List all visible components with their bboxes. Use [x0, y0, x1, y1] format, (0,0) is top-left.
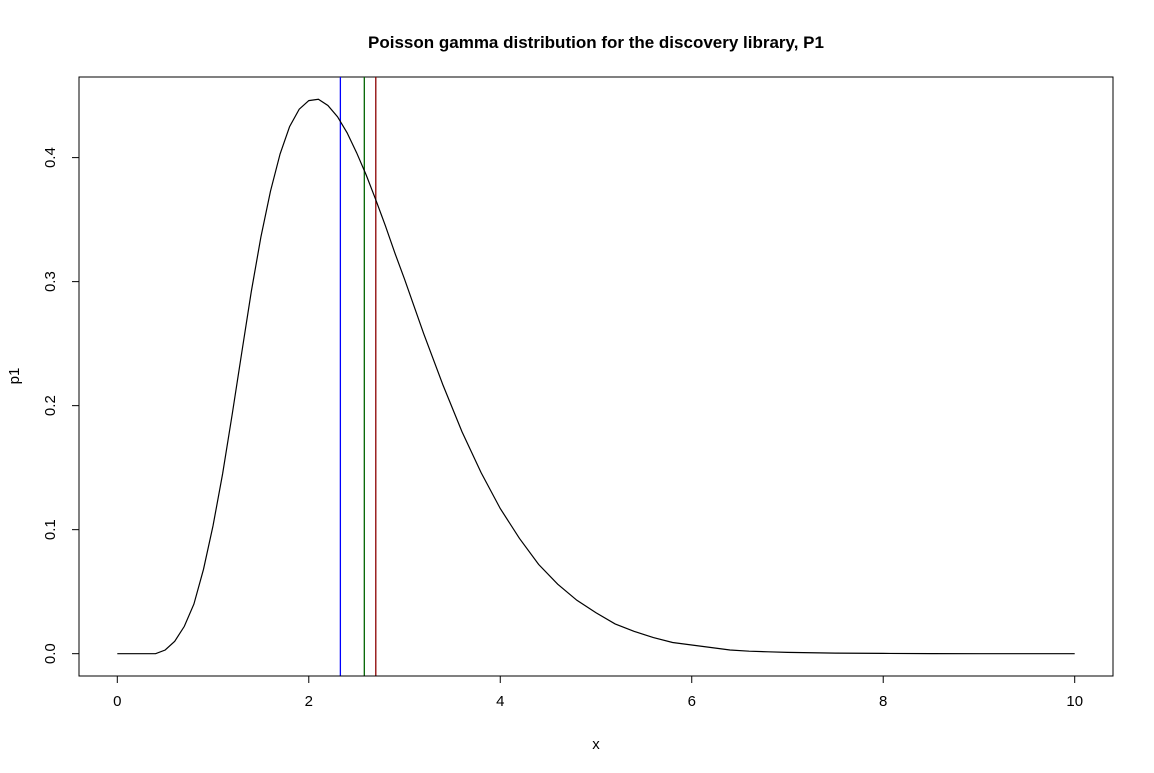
x-tick-label: 6: [688, 693, 696, 710]
y-tick-label: 0.4: [42, 147, 59, 168]
y-axis: 0.0 0.1 0.2 0.3 0.4: [42, 147, 80, 664]
reference-lines: [339, 77, 377, 676]
y-axis-label: p1: [6, 368, 23, 385]
y-tick-label: 0.3: [42, 271, 59, 292]
density-curve: [117, 98, 1075, 655]
y-tick-label: 0.1: [42, 519, 59, 540]
x-tick-label: 4: [496, 693, 504, 710]
x-tick-label: 0: [113, 693, 121, 710]
x-axis-label: x: [592, 736, 600, 753]
x-axis: 0 2 4 6 8 10: [113, 675, 1083, 710]
x-tick-label: 2: [305, 693, 313, 710]
x-tick-label: 10: [1066, 693, 1083, 710]
plot-frame: [78, 76, 1114, 677]
x-tick-label: 8: [879, 693, 887, 710]
chart-title: Poisson gamma distribution for the disco…: [368, 33, 824, 52]
y-tick-label: 0.0: [42, 643, 59, 664]
y-tick-label: 0.2: [42, 395, 59, 416]
